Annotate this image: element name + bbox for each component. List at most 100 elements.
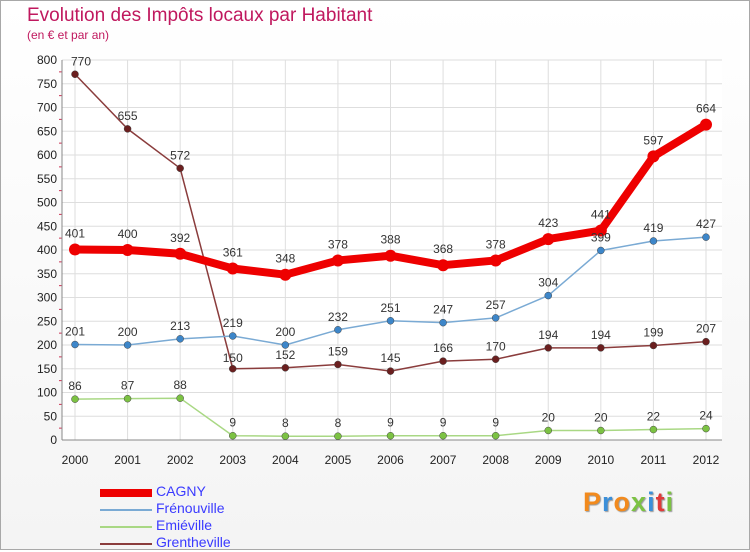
data-point (176, 164, 184, 173)
y-tick-label: 500 (37, 196, 57, 210)
x-tick-label: 2001 (114, 453, 141, 467)
data-point (700, 118, 712, 131)
x-tick-label: 2011 (641, 453, 667, 467)
data-label: 200 (118, 325, 138, 339)
data-point (123, 341, 132, 349)
data-point (544, 426, 552, 435)
data-point (71, 395, 79, 403)
data-label: 770 (71, 54, 91, 68)
x-tick-label: 2012 (693, 453, 720, 467)
data-label: 159 (328, 344, 348, 358)
x-tick-label: 2008 (482, 453, 509, 467)
y-tick-label: 350 (37, 267, 57, 281)
data-point (702, 337, 710, 346)
data-point (331, 254, 344, 267)
data-label: 145 (380, 351, 400, 365)
data-label: 257 (486, 298, 506, 312)
data-label: 392 (170, 231, 190, 245)
data-point (384, 249, 397, 262)
y-tick-label: 400 (37, 243, 57, 257)
series-emiéville (71, 394, 710, 440)
data-point (71, 70, 79, 78)
data-point (176, 335, 184, 343)
data-point (121, 244, 134, 256)
data-label: 20 (542, 411, 556, 425)
series-frénouville (71, 233, 710, 349)
data-point (649, 425, 658, 434)
data-point (544, 291, 552, 300)
data-point (334, 432, 342, 440)
y-tick-label: 100 (37, 386, 57, 400)
data-point (281, 432, 290, 440)
data-point (702, 233, 710, 241)
data-point (71, 340, 79, 349)
data-label: 655 (118, 109, 138, 123)
series-grentheville (71, 70, 710, 375)
data-point (702, 424, 710, 433)
data-label: 194 (538, 328, 558, 342)
data-point (647, 150, 660, 163)
data-point (489, 254, 502, 267)
labels-grentheville: 770 655 572 150 152 159 145 166 170 194 194 199 207 (71, 54, 716, 365)
legend-label: Grentheville (156, 534, 231, 550)
data-point (649, 237, 658, 245)
data-label: 401 (65, 227, 85, 241)
data-label: 388 (380, 233, 400, 247)
data-point (386, 431, 395, 440)
y-tick-label: 250 (37, 314, 57, 328)
legend-label: Frénouville (156, 500, 225, 516)
legend-swatch (100, 526, 152, 528)
data-label: 207 (696, 322, 716, 336)
data-label: 9 (229, 416, 236, 430)
data-point (386, 367, 395, 375)
y-tick-label: 700 (37, 101, 57, 115)
legend-label: Emiéville (156, 517, 213, 533)
data-point (597, 426, 605, 435)
x-tick-label: 2005 (325, 453, 352, 467)
data-label: 199 (643, 325, 663, 339)
data-label: 8 (282, 416, 289, 430)
data-label: 232 (328, 310, 348, 324)
data-point (491, 355, 500, 363)
legend-swatch (100, 489, 152, 497)
data-point (229, 365, 237, 373)
data-label: 8 (335, 416, 342, 430)
data-point (123, 125, 132, 133)
y-tick-label: 150 (37, 362, 57, 376)
data-label: 166 (433, 341, 453, 355)
data-label: 399 (591, 230, 611, 244)
data-label: 304 (538, 276, 558, 290)
data-point (439, 357, 447, 365)
chart-title: Evolution des Impôts locaux par Habitant (27, 5, 373, 26)
data-label: 247 (433, 303, 453, 317)
data-label: 24 (699, 409, 713, 423)
legend-swatch (100, 509, 152, 511)
data-label: 419 (643, 221, 663, 235)
data-point (226, 262, 239, 275)
x-tick-label: 2003 (219, 453, 246, 467)
data-label: 572 (170, 148, 190, 162)
data-label: 86 (68, 379, 82, 393)
data-label: 200 (275, 325, 295, 339)
data-point (123, 394, 132, 403)
data-label: 87 (121, 379, 135, 393)
data-point (597, 344, 605, 352)
x-tick-label: 2006 (377, 453, 404, 467)
y-tick-label: 600 (37, 148, 57, 162)
data-point (334, 360, 342, 369)
data-point (386, 317, 395, 325)
data-point (594, 224, 607, 237)
data-point (649, 341, 658, 350)
data-label: 427 (696, 217, 716, 231)
data-label: 194 (591, 328, 611, 342)
labels-frénouville: 201 200 213 219 200 232 251 247 257 304 399 419 427 (65, 217, 716, 339)
data-label: 378 (486, 237, 506, 251)
data-label: 400 (118, 227, 138, 241)
data-label: 20 (594, 411, 608, 425)
data-label: 423 (538, 216, 558, 230)
labels-emiéville: 86 87 889 8 8 9 9 9 20 20 22 24 (68, 378, 713, 430)
data-label: 9 (440, 416, 447, 430)
x-tick-label: 2010 (587, 453, 614, 467)
data-point (597, 246, 605, 255)
